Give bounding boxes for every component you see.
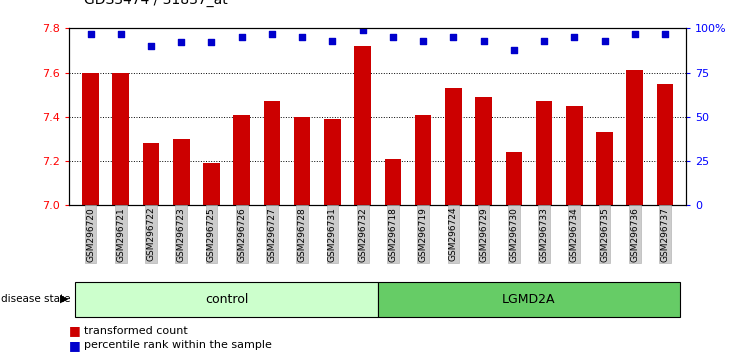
Point <box>175 40 187 45</box>
Text: GSM296726: GSM296726 <box>237 207 246 262</box>
Text: ▶: ▶ <box>60 294 69 304</box>
Bar <box>75 282 378 316</box>
Text: GSM296734: GSM296734 <box>570 207 579 262</box>
Point <box>508 47 520 52</box>
Bar <box>378 282 680 316</box>
Text: transformed count: transformed count <box>84 326 188 336</box>
Bar <box>354 46 371 205</box>
Point <box>115 31 126 36</box>
Point <box>85 31 96 36</box>
Bar <box>264 101 280 205</box>
Point <box>599 38 610 44</box>
Bar <box>173 139 190 205</box>
Text: control: control <box>205 293 248 306</box>
Bar <box>657 84 673 205</box>
Text: GSM296729: GSM296729 <box>479 207 488 262</box>
Point <box>206 40 218 45</box>
Text: LGMD2A: LGMD2A <box>502 293 556 306</box>
Bar <box>82 73 99 205</box>
Point <box>447 34 459 40</box>
Bar <box>445 88 461 205</box>
Text: GSM296737: GSM296737 <box>661 207 669 262</box>
Text: GSM296722: GSM296722 <box>147 207 155 262</box>
Point <box>236 34 247 40</box>
Bar <box>596 132 613 205</box>
Bar <box>506 152 522 205</box>
Text: ■: ■ <box>69 339 81 352</box>
Text: GSM296735: GSM296735 <box>600 207 609 262</box>
Bar <box>626 70 643 205</box>
Text: GSM296725: GSM296725 <box>207 207 216 262</box>
Point <box>296 34 308 40</box>
Point <box>266 31 278 36</box>
Point <box>629 31 641 36</box>
Bar <box>142 143 159 205</box>
Text: ■: ■ <box>69 325 81 337</box>
Text: percentile rank within the sample: percentile rank within the sample <box>84 340 272 350</box>
Point <box>418 38 429 44</box>
Point <box>477 38 489 44</box>
Point <box>357 27 369 33</box>
Point <box>569 34 580 40</box>
Text: GSM296723: GSM296723 <box>177 207 185 262</box>
Text: GSM296733: GSM296733 <box>539 207 548 262</box>
Text: GSM296721: GSM296721 <box>116 207 126 262</box>
Text: GSM296728: GSM296728 <box>298 207 307 262</box>
Point <box>145 43 157 49</box>
Text: GSM296731: GSM296731 <box>328 207 337 262</box>
Text: GSM296730: GSM296730 <box>510 207 518 262</box>
Bar <box>475 97 492 205</box>
Text: GSM296732: GSM296732 <box>358 207 367 262</box>
Point <box>326 38 338 44</box>
Text: GSM296719: GSM296719 <box>418 207 428 262</box>
Bar <box>234 115 250 205</box>
Text: GDS3474 / 31837_at: GDS3474 / 31837_at <box>84 0 228 7</box>
Text: disease state: disease state <box>1 294 70 304</box>
Bar <box>294 117 310 205</box>
Bar <box>536 101 553 205</box>
Bar <box>324 119 341 205</box>
Bar <box>203 163 220 205</box>
Point <box>538 38 550 44</box>
Bar <box>566 106 583 205</box>
Bar <box>385 159 402 205</box>
Text: GSM296720: GSM296720 <box>86 207 95 262</box>
Bar <box>112 73 129 205</box>
Bar <box>415 115 431 205</box>
Text: GSM296718: GSM296718 <box>388 207 397 262</box>
Text: GSM296736: GSM296736 <box>630 207 639 262</box>
Text: GSM296727: GSM296727 <box>267 207 277 262</box>
Text: GSM296724: GSM296724 <box>449 207 458 262</box>
Point <box>659 31 671 36</box>
Point <box>387 34 399 40</box>
